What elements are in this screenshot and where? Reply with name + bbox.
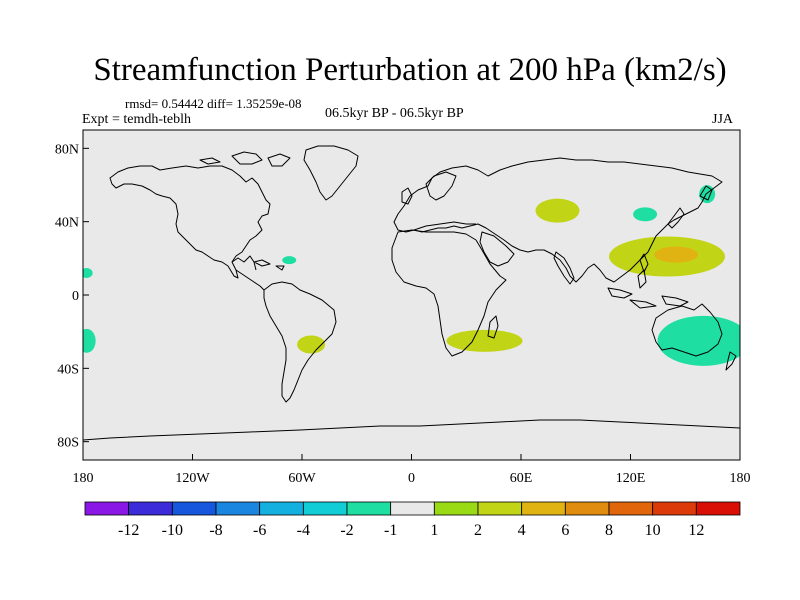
lon-tick-label: 60W xyxy=(288,471,316,486)
colorbar-label: -8 xyxy=(209,522,222,539)
coastline-scandinavia xyxy=(425,171,457,201)
colorbar-box xyxy=(477,501,523,516)
coastline-philippines xyxy=(639,253,649,273)
colorbar-box xyxy=(171,501,217,516)
colorbar-box xyxy=(346,501,392,516)
anomaly-central-asia xyxy=(535,198,580,223)
season-label: JJA xyxy=(712,112,734,127)
colorbar-label: 12 xyxy=(688,522,704,539)
coastline-caribbean-islands xyxy=(253,259,285,271)
coastline-new-zealand xyxy=(725,351,737,371)
coastline-arabia xyxy=(479,231,515,267)
colorbar-box xyxy=(608,501,654,516)
colorbar-label: 8 xyxy=(605,522,613,539)
coastline-greenland xyxy=(303,145,359,201)
lon-tick-label: 120E xyxy=(616,471,646,486)
lat-tick-label: 0 xyxy=(72,289,79,304)
colorbar-box xyxy=(521,501,566,516)
lon-tick-label: 180 xyxy=(73,471,94,486)
lat-tick-label: 80N xyxy=(55,142,79,157)
anomaly-south-africa-indian-ocean xyxy=(446,329,523,352)
experiment-label: Expt = temdh-teblh xyxy=(82,112,191,127)
anomaly-south-pacific-west xyxy=(83,328,96,353)
chart-title: Streamfunction Perturbation at 200 hPa (… xyxy=(93,52,727,88)
latitude-ticks: 80N 40N 0 40S 80S xyxy=(55,142,89,451)
anomaly-caribbean xyxy=(282,256,297,265)
stats-text: rmsd= 0.54442 diff= 1.35259e-08 xyxy=(125,96,302,111)
anomaly-north-pacific-east xyxy=(83,268,93,278)
anomaly-west-pacific-core xyxy=(654,246,699,263)
lon-tick-label: 0 xyxy=(408,471,415,486)
colorbar-label: 1 xyxy=(430,522,438,539)
colorbar-box xyxy=(128,501,173,516)
lat-tick-label: 40N xyxy=(55,216,79,231)
period-label: 06.5kyr BP - 06.5kyr BP xyxy=(325,106,464,121)
coastlines xyxy=(83,145,740,441)
colorbar-box xyxy=(564,501,610,516)
coastline-india xyxy=(553,251,575,285)
colorbar-box xyxy=(433,501,479,516)
colorbar-label: -6 xyxy=(253,522,266,539)
longitude-ticks: 180 120W 60W 0 60E 120E 180 xyxy=(73,454,751,486)
coastline-japan xyxy=(667,207,685,229)
colorbar-label: 4 xyxy=(518,522,526,539)
anomaly-layer xyxy=(83,185,740,366)
coastline-madagascar xyxy=(487,315,499,339)
colorbar-box xyxy=(652,501,697,516)
lat-tick-label: 40S xyxy=(57,362,79,377)
lon-tick-label: 120W xyxy=(175,471,210,486)
lat-tick-label: 80S xyxy=(57,436,79,451)
coastline-gulf xyxy=(231,255,257,271)
colorbar-box xyxy=(259,501,304,516)
colorbar-label: 10 xyxy=(645,522,661,539)
colorbar-box xyxy=(215,501,261,516)
coastline-north-america xyxy=(109,165,271,279)
colorbar-box xyxy=(302,501,348,516)
coastline-central-america xyxy=(235,269,265,291)
coastline-australia xyxy=(651,303,723,357)
colorbar-label: -1 xyxy=(384,522,397,539)
anomaly-australia-pacific xyxy=(657,315,740,366)
anomaly-japan-east xyxy=(633,207,658,222)
colorbar-box xyxy=(84,501,130,516)
anomaly-south-america xyxy=(297,335,326,354)
colorbar-label: -4 xyxy=(297,522,310,539)
coastline-africa xyxy=(391,229,507,357)
coastline-kamchatka xyxy=(699,185,713,201)
lon-tick-label: 60E xyxy=(510,471,533,486)
coastline-mediterranean xyxy=(413,221,476,231)
lon-tick-label: 180 xyxy=(730,471,751,486)
colorbar-label: 6 xyxy=(561,522,569,539)
coastline-arctic-islands xyxy=(199,151,291,167)
colorbar-label: -10 xyxy=(162,522,183,539)
colorbar-label: -12 xyxy=(118,522,139,539)
colorbar-label: 2 xyxy=(474,522,482,539)
colorbar-label: -2 xyxy=(340,522,353,539)
coastline-british-isles xyxy=(401,187,413,205)
colorbar-box xyxy=(695,501,741,516)
coastline-eurasia xyxy=(393,157,723,283)
coastline-indonesia xyxy=(607,269,689,309)
coastline-south-america xyxy=(263,281,337,403)
colorbar-box xyxy=(390,501,435,516)
coastline-antarctica xyxy=(83,419,740,441)
